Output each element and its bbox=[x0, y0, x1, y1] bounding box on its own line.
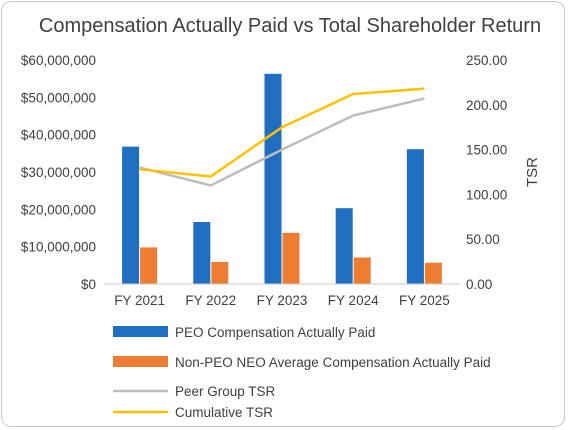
left-axis-ticks: $0 $10,000,000 $20,000,000 $30,000,000 $40,0… bbox=[21, 53, 96, 292]
lines bbox=[139, 87, 425, 187]
bar-non-peo-3 bbox=[353, 257, 371, 284]
x-axis-ticks: FY 2021 FY 2022 FY 2023 FY 2024 FY 2025 bbox=[114, 293, 450, 308]
bar-peo-2 bbox=[264, 73, 282, 285]
left-tick-label: $50,000,000 bbox=[21, 90, 96, 105]
bar-non-peo-0 bbox=[140, 247, 158, 284]
bar-non-peo-1 bbox=[211, 261, 229, 284]
x-tick-label: FY 2025 bbox=[399, 293, 450, 308]
legend-label: Non-PEO NEO Average Compensation Actuall… bbox=[175, 355, 491, 370]
right-tick-label: 150.00 bbox=[466, 143, 507, 158]
line-cumulative-tsr bbox=[139, 87, 425, 178]
legend-label: Cumulative TSR bbox=[175, 405, 273, 420]
right-axis-label: TSR bbox=[524, 157, 541, 187]
right-axis-ticks: 0.00 50.00 100.00 150.00 200.00 250.00 bbox=[466, 53, 507, 292]
x-tick-label: FY 2024 bbox=[328, 293, 379, 308]
bar-non-peo-4 bbox=[424, 262, 442, 284]
bars bbox=[122, 73, 442, 285]
line-peer-group-tsr bbox=[139, 97, 425, 187]
bar-peo-4 bbox=[406, 149, 424, 284]
legend-swatch bbox=[113, 326, 168, 337]
legend-label: Peer Group TSR bbox=[175, 384, 276, 399]
legend-label: PEO Compensation Actually Paid bbox=[175, 325, 375, 340]
right-tick-label: 0.00 bbox=[466, 277, 492, 292]
left-tick-label: $60,000,000 bbox=[21, 53, 96, 68]
x-tick-label: FY 2021 bbox=[114, 293, 165, 308]
right-tick-label: 50.00 bbox=[466, 232, 500, 247]
x-tick-label: FY 2022 bbox=[185, 293, 236, 308]
left-tick-label: $30,000,000 bbox=[21, 165, 96, 180]
bar-peo-0 bbox=[122, 146, 140, 284]
left-tick-label: $40,000,000 bbox=[21, 128, 96, 143]
chart-title: Compensation Actually Paid vs Total Shar… bbox=[39, 15, 541, 37]
x-tick-label: FY 2023 bbox=[257, 293, 308, 308]
legend: PEO Compensation Actually Paid Non-PEO NE… bbox=[113, 325, 491, 420]
left-tick-label: $10,000,000 bbox=[21, 240, 96, 255]
right-tick-label: 100.00 bbox=[466, 187, 507, 202]
left-tick-label: $0 bbox=[81, 277, 96, 292]
bar-peo-3 bbox=[335, 208, 353, 284]
left-tick-label: $20,000,000 bbox=[21, 202, 96, 217]
bar-peo-1 bbox=[193, 222, 211, 284]
right-tick-label: 200.00 bbox=[466, 98, 507, 113]
right-tick-label: 250.00 bbox=[466, 53, 507, 68]
bar-non-peo-2 bbox=[282, 232, 300, 284]
legend-swatch bbox=[113, 356, 168, 367]
